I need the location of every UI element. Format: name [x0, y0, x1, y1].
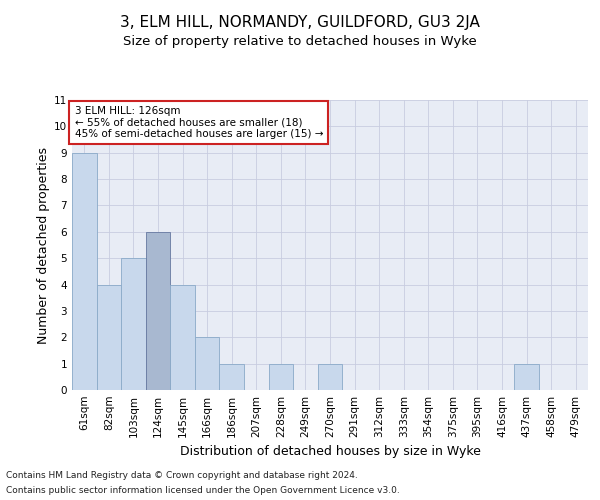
Text: Contains public sector information licensed under the Open Government Licence v3: Contains public sector information licen…: [6, 486, 400, 495]
Bar: [318, 364, 342, 390]
Bar: [514, 364, 539, 390]
Text: 3, ELM HILL, NORMANDY, GUILDFORD, GU3 2JA: 3, ELM HILL, NORMANDY, GUILDFORD, GU3 2J…: [120, 15, 480, 30]
Bar: [121, 258, 146, 390]
Bar: [220, 364, 244, 390]
Bar: [146, 232, 170, 390]
Text: Contains HM Land Registry data © Crown copyright and database right 2024.: Contains HM Land Registry data © Crown c…: [6, 471, 358, 480]
Bar: [97, 284, 121, 390]
Text: 3 ELM HILL: 126sqm
← 55% of detached houses are smaller (18)
45% of semi-detache: 3 ELM HILL: 126sqm ← 55% of detached hou…: [74, 106, 323, 139]
X-axis label: Distribution of detached houses by size in Wyke: Distribution of detached houses by size …: [179, 446, 481, 458]
Y-axis label: Number of detached properties: Number of detached properties: [37, 146, 50, 344]
Bar: [269, 364, 293, 390]
Bar: [195, 338, 220, 390]
Bar: [170, 284, 195, 390]
Bar: [72, 152, 97, 390]
Text: Size of property relative to detached houses in Wyke: Size of property relative to detached ho…: [123, 35, 477, 48]
